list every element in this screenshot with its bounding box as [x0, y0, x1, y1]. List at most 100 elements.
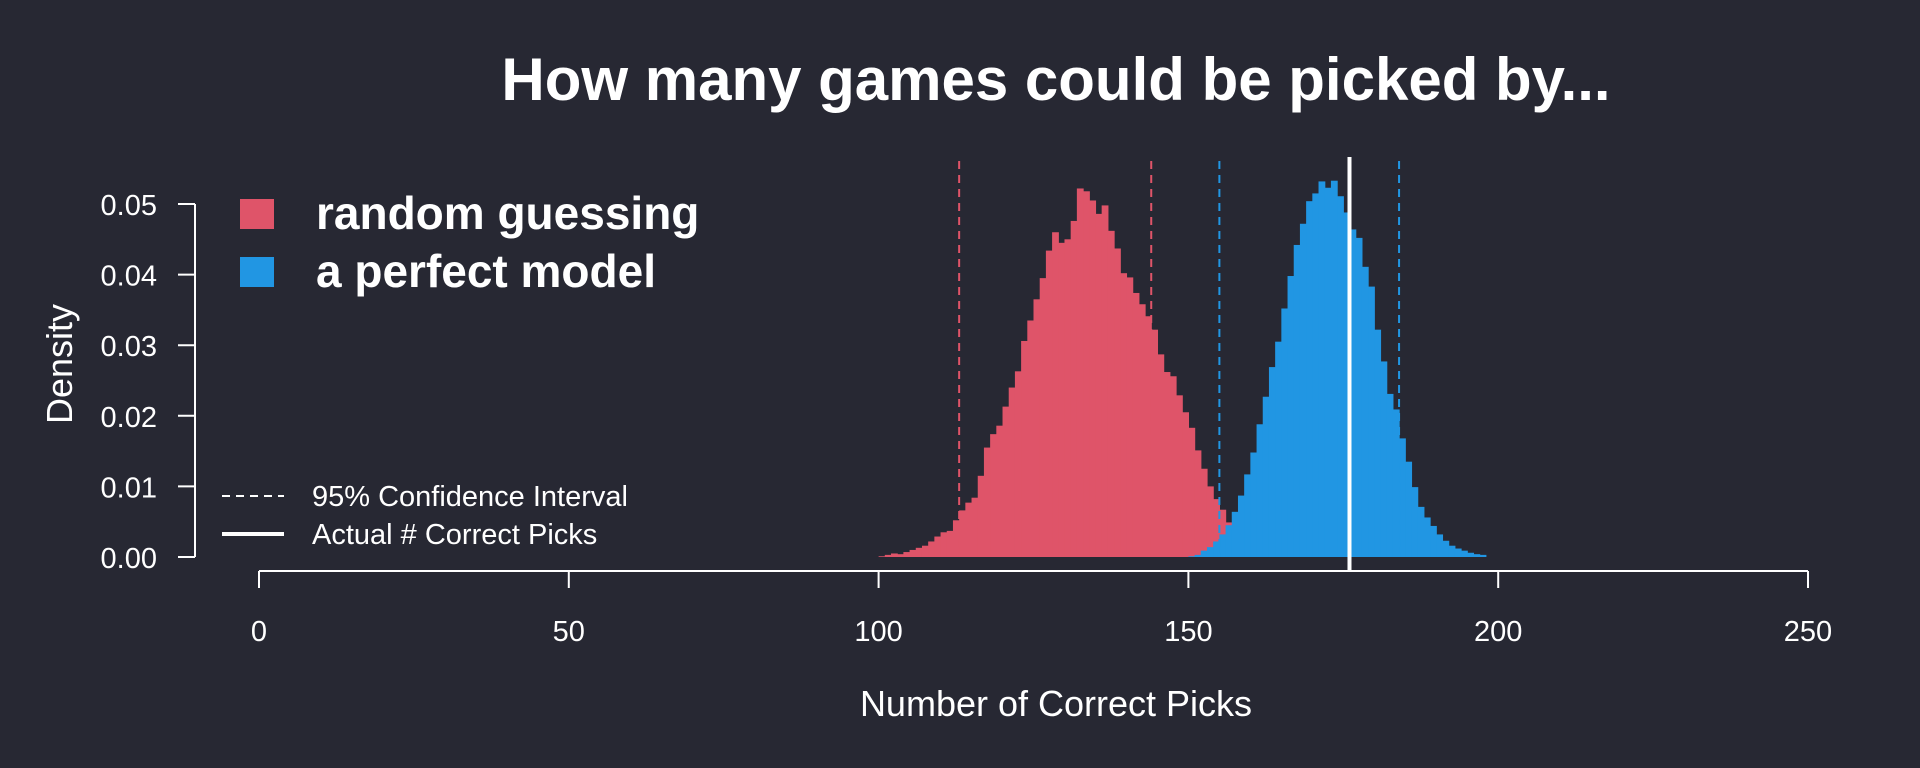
- random-guessing-bar: [903, 552, 911, 557]
- random-guessing-bar: [1151, 329, 1159, 557]
- random-guessing-bar: [1045, 250, 1053, 557]
- random-guessing-bar: [1145, 316, 1152, 557]
- a-perfect-model-bar: [1188, 556, 1196, 557]
- random-guessing-bar: [1083, 191, 1090, 558]
- random-guessing-bar: [915, 547, 923, 557]
- x-tick-label: 50: [553, 616, 585, 648]
- x-tick-label: 250: [1784, 616, 1832, 648]
- random-guessing-bar: [1039, 278, 1047, 557]
- a-perfect-model-bar: [1287, 276, 1295, 557]
- random-guessing-bar: [884, 554, 892, 557]
- a-perfect-model-bar: [1374, 329, 1382, 557]
- random-guessing-bar: [934, 536, 942, 557]
- a-perfect-model-bar: [1324, 187, 1332, 557]
- random-guessing-bar: [1058, 242, 1066, 557]
- a-perfect-model-bar: [1430, 525, 1437, 557]
- random-guessing-bar: [952, 520, 960, 557]
- random-guessing-bar: [1176, 395, 1183, 557]
- line-legend: 95% Confidence Interval Actual # Correct …: [222, 481, 628, 551]
- a-perfect-model-bar: [1405, 461, 1413, 557]
- a-perfect-model-bar: [1268, 367, 1276, 557]
- random-guessing-bar: [1213, 499, 1220, 557]
- a-perfect-model-bar: [1312, 193, 1320, 557]
- random-guessing-bar: [1114, 248, 1121, 558]
- a-perfect-model-bar: [1411, 487, 1419, 557]
- random-guessing-bar: [965, 502, 973, 557]
- x-axis-label: Number of Correct Picks: [860, 683, 1252, 724]
- histogram-bars: [878, 180, 1487, 558]
- y-tick-label: 0.03: [101, 331, 157, 363]
- y-axis: 0.00 0.01 0.02 0.03 0.04 0.05: [101, 190, 196, 575]
- a-perfect-model-bar: [1318, 181, 1326, 557]
- a-perfect-model-bar: [1306, 201, 1313, 557]
- random-guessing-bar: [1169, 376, 1177, 557]
- legend-label: random guessing: [316, 187, 699, 239]
- a-perfect-model-bar: [1417, 506, 1425, 557]
- a-perfect-model-bar: [1423, 517, 1431, 557]
- random-guessing-bar: [1107, 230, 1115, 557]
- a-perfect-model-bar: [1213, 541, 1220, 557]
- a-perfect-model-bar: [1436, 534, 1444, 557]
- a-perfect-model-bar: [1281, 308, 1289, 557]
- random-guessing-bar: [1120, 273, 1128, 557]
- a-perfect-model-bar: [1467, 552, 1475, 557]
- random-guessing-bar: [1076, 188, 1084, 557]
- a-perfect-model-bar: [1194, 554, 1202, 557]
- a-perfect-model-bar: [1349, 229, 1357, 558]
- random-guessing-bar: [1132, 292, 1140, 557]
- a-perfect-model-bar: [1368, 286, 1375, 557]
- reference-lines: [958, 157, 1401, 571]
- random-guessing-bar: [897, 554, 904, 557]
- a-perfect-model-bar: [1392, 409, 1400, 557]
- random-guessing-bar: [1219, 509, 1227, 557]
- x-axis: 0 50 100 150 200 250: [251, 570, 1832, 648]
- y-axis-label: Density: [39, 304, 80, 424]
- random-guessing-bar: [1002, 406, 1010, 557]
- a-perfect-model-bar: [1219, 534, 1227, 557]
- a-perfect-model-bar: [1275, 341, 1282, 557]
- random-guessing-bar: [990, 434, 997, 557]
- a-perfect-model-bar: [1337, 196, 1344, 558]
- random-guessing-bar: [909, 549, 917, 557]
- y-tick-label: 0.05: [101, 190, 157, 222]
- a-perfect-model-bar: [1256, 424, 1264, 557]
- random-guessing-bar: [1021, 340, 1028, 557]
- random-guessing-bar: [1052, 232, 1059, 558]
- y-tick-label: 0.00: [101, 543, 157, 575]
- random-guessing-bar: [1126, 277, 1134, 557]
- x-tick-label: 150: [1164, 616, 1212, 648]
- random-guessing-bar: [1070, 220, 1078, 557]
- a-perfect-model-bar: [1262, 396, 1270, 557]
- chart-title: How many games could be picked by...: [501, 46, 1610, 113]
- a-perfect-model-bar: [1355, 237, 1363, 557]
- legend-swatch: [240, 199, 274, 229]
- random-guessing-bar: [1008, 387, 1016, 557]
- random-guessing-bar: [1027, 320, 1035, 557]
- a-perfect-model-bar: [1206, 547, 1214, 557]
- a-perfect-model-bar: [1386, 393, 1394, 557]
- a-perfect-model-bar: [1343, 212, 1351, 557]
- legend-swatch: [240, 257, 274, 287]
- a-perfect-model-bar: [1231, 511, 1239, 557]
- random-guessing-bar: [1200, 468, 1208, 557]
- random-guessing-bar: [1182, 412, 1189, 557]
- a-perfect-model-bar: [1442, 540, 1450, 557]
- random-guessing-bar: [996, 425, 1004, 557]
- random-guessing-bar: [1014, 371, 1022, 557]
- legend-label: a perfect model: [316, 245, 656, 297]
- y-tick-label: 0.04: [101, 261, 157, 293]
- a-perfect-model-bar: [1237, 495, 1245, 557]
- a-perfect-model-bar: [1225, 525, 1233, 557]
- a-perfect-model-bar: [1461, 550, 1468, 557]
- random-guessing-bar: [928, 541, 935, 557]
- random-guessing-bar: [1101, 205, 1109, 557]
- random-guessing-bar: [890, 553, 898, 557]
- line-legend-label: Actual # Correct Picks: [312, 519, 597, 551]
- a-perfect-model-bar: [1380, 361, 1388, 557]
- x-tick-label: 100: [854, 616, 902, 648]
- a-perfect-model-bar: [1448, 545, 1456, 557]
- random-guessing-bar: [1157, 354, 1165, 557]
- a-perfect-model-bar: [1200, 550, 1208, 557]
